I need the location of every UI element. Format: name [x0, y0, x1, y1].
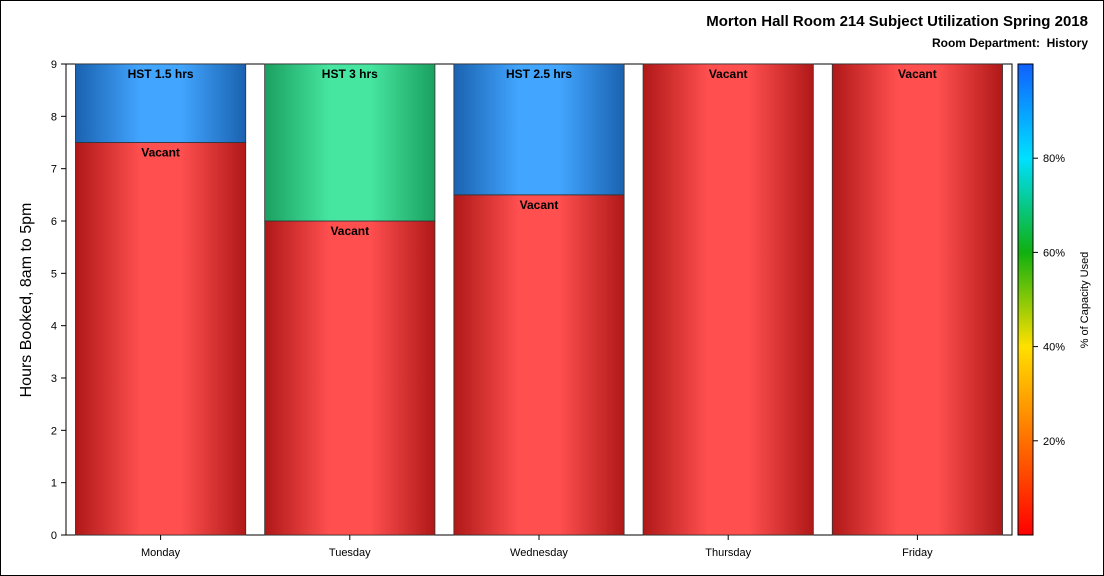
bar-label-vacant-tuesday: Vacant: [330, 224, 369, 238]
y-tick-label: 8: [51, 111, 57, 123]
bar-hst-tuesday: [264, 63, 436, 222]
x-tick-label: Tuesday: [329, 547, 371, 559]
y-tick-label: 6: [51, 216, 57, 228]
x-axis: Monday Tuesday Wednesday Thursday Friday: [141, 535, 933, 559]
x-tick-label: Friday: [902, 547, 933, 559]
bar-vacant-monday: [75, 142, 247, 536]
y-tick-label: 0: [51, 530, 57, 542]
bar-hst-wednesday: [453, 63, 625, 196]
bar-label-hst-monday: HST 1.5 hrs: [128, 67, 194, 81]
bar-vacant-thursday: [642, 63, 814, 536]
y-tick-label: 7: [51, 164, 57, 176]
bar-label-vacant-monday: Vacant: [141, 146, 180, 160]
y-tick-label: 4: [51, 321, 57, 333]
bar-label-vacant-thursday: Vacant: [709, 67, 748, 81]
bar-label-hst-wednesday: HST 2.5 hrs: [506, 67, 572, 81]
y-tick-label: 2: [51, 425, 57, 437]
colorbar-title: % of Capacity Used: [1079, 252, 1091, 349]
bar-vacant-tuesday: [264, 220, 436, 536]
y-axis-title: Hours Booked, 8am to 5pm: [18, 203, 35, 398]
bar-vacant-wednesday: [453, 194, 625, 536]
x-tick-label: Monday: [141, 547, 181, 559]
chart-subtitle: Room Department: History: [931, 36, 1088, 50]
bar-label-hst-tuesday: HST 3 hrs: [322, 67, 378, 81]
bar-vacant-friday: [831, 63, 1003, 536]
colorbar-tick-label: 20%: [1043, 436, 1065, 448]
bars-group: [75, 63, 1003, 536]
colorbar-legend: 20% 40% 60% 80% % of Capacity Used: [1017, 63, 1091, 536]
y-tick-label: 9: [51, 59, 57, 71]
x-tick-label: Thursday: [705, 547, 751, 559]
y-tick-label: 5: [51, 268, 57, 280]
colorbar-tick-label: 80%: [1043, 153, 1065, 165]
bar-label-vacant-wednesday: Vacant: [520, 198, 559, 212]
y-tick-label: 1: [51, 478, 57, 490]
colorbar-tick-label: 60%: [1043, 247, 1065, 259]
y-axis: 0 1 2 3 4 5 6 7 8 9: [51, 59, 66, 542]
bar-label-vacant-friday: Vacant: [898, 67, 937, 81]
y-tick-label: 3: [51, 373, 57, 385]
bar-labels-group: Vacant HST 1.5 hrs Vacant HST 3 hrs Vacant HS…: [128, 67, 937, 238]
chart-title: Morton Hall Room 214 Subject Utilization…: [706, 13, 1088, 30]
bar-hst-monday: [75, 63, 247, 143]
colorbar: [1017, 63, 1034, 536]
colorbar-tick-label: 40%: [1043, 342, 1065, 354]
x-tick-label: Wednesday: [510, 547, 568, 559]
